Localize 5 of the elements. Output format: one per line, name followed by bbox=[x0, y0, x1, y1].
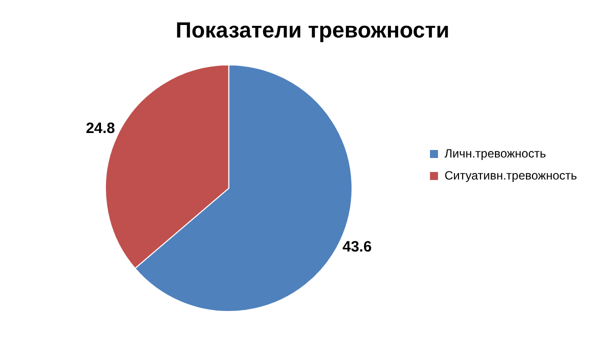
legend-label: Ситуативн.тревожность bbox=[444, 168, 578, 182]
data-label: 24.8 bbox=[86, 120, 116, 138]
legend-label: Личн.тревожность bbox=[444, 146, 546, 160]
data-label: 43.6 bbox=[342, 238, 372, 256]
chart-title: Показатели тревожности bbox=[176, 17, 450, 42]
